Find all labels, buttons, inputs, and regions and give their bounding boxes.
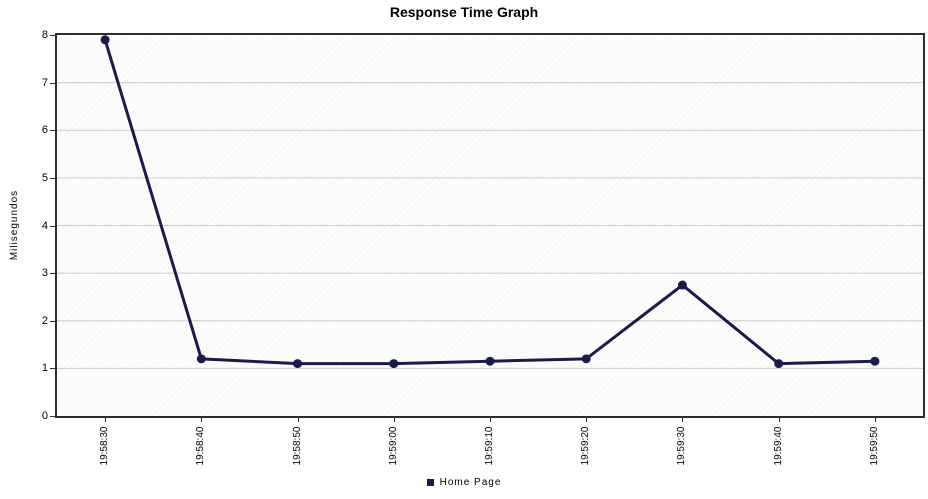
x-tick-mark xyxy=(682,418,684,422)
data-point xyxy=(389,359,399,369)
data-point xyxy=(100,35,110,45)
x-tick-label: 19:59:40 xyxy=(772,426,784,466)
x-tick-label: 19:58:50 xyxy=(291,426,303,466)
chart-title: Response Time Graph xyxy=(389,4,539,20)
x-tick-mark xyxy=(105,418,107,422)
y-tick-mark xyxy=(50,225,55,227)
x-tick-label: 19:58:40 xyxy=(195,426,207,466)
y-tick-mark xyxy=(50,177,55,179)
y-tick-label: 4 xyxy=(41,219,48,232)
plot-area xyxy=(55,33,925,418)
x-tick-label: 19:59:50 xyxy=(868,426,880,466)
data-point xyxy=(581,354,591,364)
x-tick-mark xyxy=(297,418,299,422)
data-point xyxy=(196,354,206,364)
x-tick-label: 19:59:20 xyxy=(580,426,592,466)
x-tick-label: 19:58:30 xyxy=(99,426,111,466)
y-tick-mark xyxy=(50,368,55,370)
y-tick-mark xyxy=(50,35,55,36)
y-tick-mark xyxy=(50,320,55,322)
x-tick-mark xyxy=(201,418,203,422)
legend: Home Page xyxy=(0,477,928,488)
legend-swatch-icon xyxy=(426,479,434,486)
y-tick-label: 6 xyxy=(41,124,48,137)
y-tick-label: 0 xyxy=(41,410,48,422)
y-tick-mark xyxy=(50,130,55,132)
data-point xyxy=(293,359,303,369)
y-tick-label: 8 xyxy=(41,29,48,41)
x-tick-label: 19:59:00 xyxy=(387,426,399,466)
data-point xyxy=(485,356,495,366)
x-tick-mark xyxy=(490,418,491,422)
x-tick-mark xyxy=(586,418,588,422)
y-tick-mark xyxy=(50,82,55,84)
y-tick-label: 1 xyxy=(41,362,48,375)
x-tick-mark xyxy=(778,418,780,422)
series-line xyxy=(103,39,875,366)
y-tick-label: 2 xyxy=(41,314,48,327)
x-tick-mark xyxy=(874,418,876,422)
data-point xyxy=(677,280,687,290)
data-point xyxy=(870,356,880,366)
x-tick-label: 19:59:10 xyxy=(484,426,495,466)
y-tick-label: 7 xyxy=(41,76,48,89)
y-tick-mark xyxy=(50,416,55,417)
y-tick-label: 3 xyxy=(41,267,48,280)
plot-svg xyxy=(57,35,923,369)
y-tick-label: 5 xyxy=(41,171,48,184)
x-tick-mark xyxy=(393,418,395,422)
x-tick-label: 19:59:30 xyxy=(676,426,688,466)
legend-series-label: Home Page xyxy=(439,477,502,488)
data-point xyxy=(774,359,784,369)
y-tick-mark xyxy=(50,273,55,275)
